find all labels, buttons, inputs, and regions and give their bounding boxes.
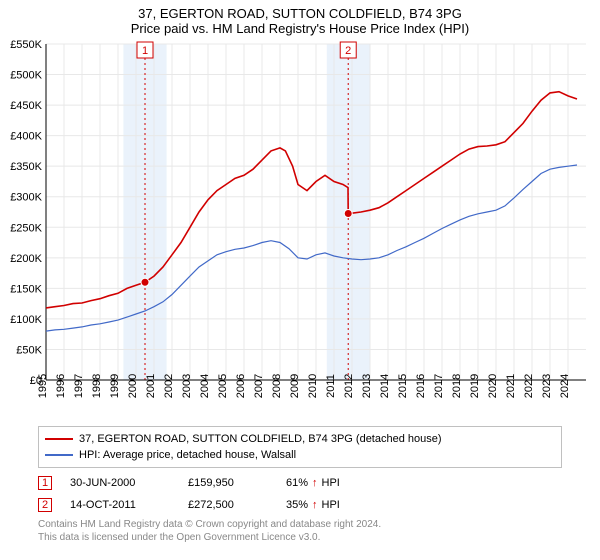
svg-text:2017: 2017 [433, 374, 445, 398]
legend-item: HPI: Average price, detached house, Wals… [45, 447, 555, 463]
svg-text:£400K: £400K [10, 131, 42, 143]
svg-text:2007: 2007 [253, 374, 265, 398]
svg-text:£350K: £350K [10, 161, 42, 173]
legend-swatch [45, 454, 73, 456]
title-address: 37, EGERTON ROAD, SUTTON COLDFIELD, B74 … [10, 6, 590, 21]
event-price: £272,500 [188, 499, 268, 511]
legend-label: 37, EGERTON ROAD, SUTTON COLDFIELD, B74 … [79, 433, 442, 445]
svg-text:£450K: £450K [10, 100, 42, 112]
event-row: 1 30-JUN-2000 £159,950 61%↑HPI [38, 472, 562, 494]
svg-text:2010: 2010 [307, 374, 319, 398]
event-date: 14-OCT-2011 [70, 499, 170, 511]
svg-text:2019: 2019 [469, 374, 481, 398]
svg-text:£200K: £200K [10, 253, 42, 265]
svg-text:2002: 2002 [163, 374, 175, 398]
svg-text:2005: 2005 [217, 374, 229, 398]
svg-text:2021: 2021 [505, 374, 517, 398]
event-marker: 2 [38, 498, 52, 512]
svg-text:2011: 2011 [325, 374, 337, 398]
legend-swatch [45, 438, 73, 440]
svg-text:£550K: £550K [10, 40, 42, 51]
footnote: Contains HM Land Registry data © Crown c… [38, 518, 562, 544]
svg-text:1997: 1997 [73, 374, 85, 398]
svg-text:2022: 2022 [523, 374, 535, 398]
event-table: 1 30-JUN-2000 £159,950 61%↑HPI 2 14-OCT-2011 £… [38, 472, 562, 516]
svg-text:2018: 2018 [451, 374, 463, 398]
svg-text:2012: 2012 [343, 374, 355, 398]
svg-text:2015: 2015 [397, 374, 409, 398]
svg-text:2013: 2013 [361, 374, 373, 398]
event-diff: 61%↑HPI [286, 477, 340, 489]
chart-title: 37, EGERTON ROAD, SUTTON COLDFIELD, B74 … [0, 0, 600, 40]
svg-text:2008: 2008 [271, 374, 283, 398]
svg-text:2020: 2020 [487, 374, 499, 398]
title-subtitle: Price paid vs. HM Land Registry's House … [10, 21, 590, 36]
event-row: 2 14-OCT-2011 £272,500 35%↑HPI [38, 494, 562, 516]
svg-text:2003: 2003 [181, 374, 193, 398]
svg-text:£500K: £500K [10, 70, 42, 82]
svg-text:2014: 2014 [379, 374, 391, 398]
arrow-up-icon: ↑ [312, 477, 318, 489]
chart-area: £0£50K£100K£150K£200K£250K£300K£350K£400… [0, 40, 600, 420]
legend-box: 37, EGERTON ROAD, SUTTON COLDFIELD, B74 … [38, 426, 562, 468]
footnote-line1: Contains HM Land Registry data © Crown c… [38, 518, 562, 531]
svg-text:2004: 2004 [199, 374, 211, 398]
svg-text:£300K: £300K [10, 192, 42, 204]
svg-text:£100K: £100K [10, 314, 42, 326]
svg-text:2000: 2000 [127, 374, 139, 398]
event-price: £159,950 [188, 477, 268, 489]
svg-text:1: 1 [142, 45, 148, 57]
event-date: 30-JUN-2000 [70, 477, 170, 489]
svg-text:2016: 2016 [415, 374, 427, 398]
svg-text:1995: 1995 [37, 374, 49, 398]
line-chart: £0£50K£100K£150K£200K£250K£300K£350K£400… [0, 40, 600, 420]
legend-label: HPI: Average price, detached house, Wals… [79, 449, 296, 461]
svg-text:£50K: £50K [16, 344, 42, 356]
svg-text:£150K: £150K [10, 283, 42, 295]
svg-text:2009: 2009 [289, 374, 301, 398]
event-diff: 35%↑HPI [286, 499, 340, 511]
svg-text:1998: 1998 [91, 374, 103, 398]
svg-text:2: 2 [345, 45, 351, 57]
svg-text:1999: 1999 [109, 374, 121, 398]
svg-text:2006: 2006 [235, 374, 247, 398]
event-marker: 1 [38, 476, 52, 490]
svg-text:1996: 1996 [55, 374, 67, 398]
svg-text:£250K: £250K [10, 222, 42, 234]
svg-text:2023: 2023 [541, 374, 553, 398]
arrow-up-icon: ↑ [312, 499, 318, 511]
svg-text:2024: 2024 [559, 374, 571, 398]
footnote-line2: This data is licensed under the Open Gov… [38, 531, 562, 544]
svg-text:2001: 2001 [145, 374, 157, 398]
legend-item: 37, EGERTON ROAD, SUTTON COLDFIELD, B74 … [45, 431, 555, 447]
